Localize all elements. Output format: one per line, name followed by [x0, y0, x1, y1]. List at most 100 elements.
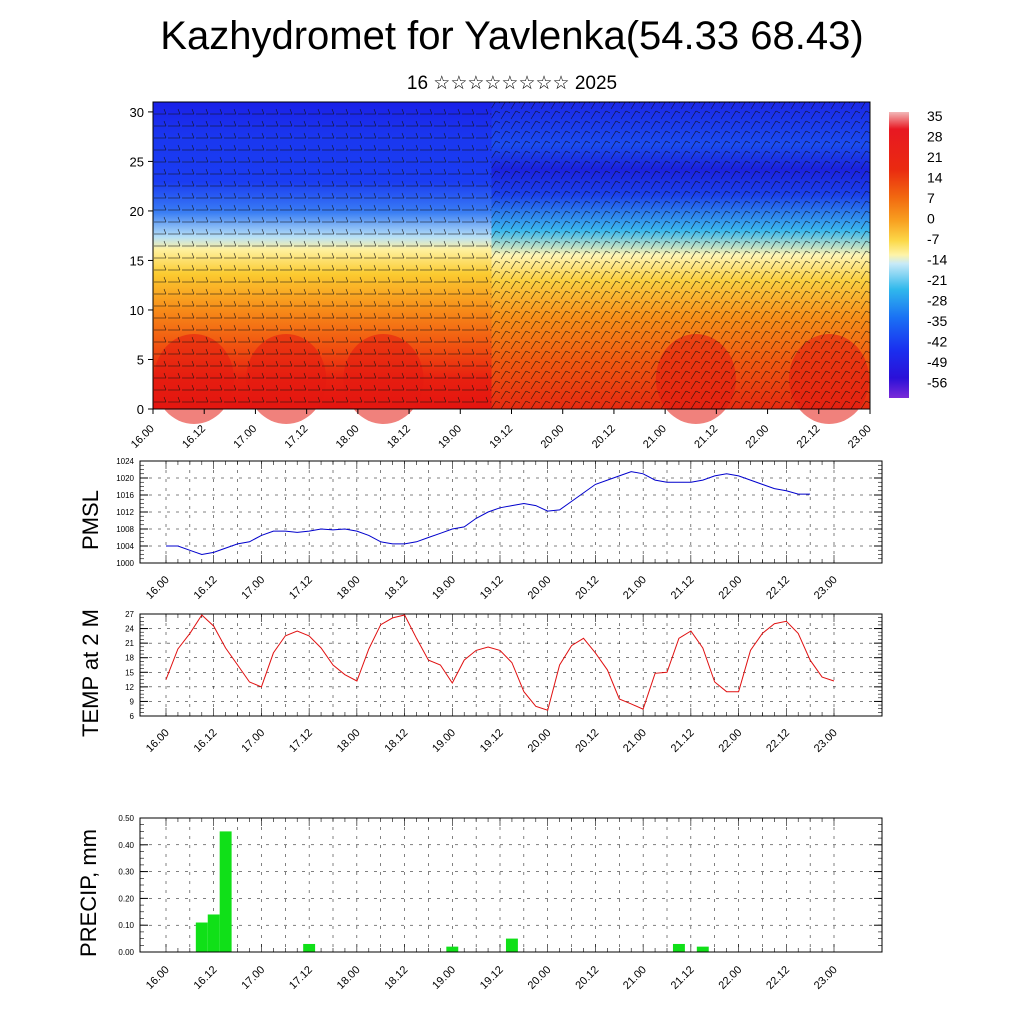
colorbar-label: -28	[927, 293, 947, 309]
temp-chart: 6 9 12 15 18 21 24 27 16.00 16.12 17.00 17.12 18.00 1…	[78, 609, 883, 755]
x-tick-label: 19.12	[478, 727, 506, 755]
y-tick-label: 0	[137, 402, 144, 417]
y-tick-label: 0.00	[118, 948, 134, 957]
x-tick-label: 18.00	[335, 574, 363, 602]
x-tick-label: 22.00	[716, 574, 744, 602]
y-tick-label: 27	[125, 610, 134, 619]
y-tick-label: 20	[130, 204, 144, 219]
wind-barbs-right	[491, 102, 870, 409]
x-tick-label: 18.12	[382, 964, 410, 992]
x-tick-label: 19.12	[478, 964, 506, 992]
x-tick-label: 23.00	[812, 727, 840, 755]
y-axis-label: TEMP at 2 M	[78, 609, 103, 737]
colorbar-label: 14	[927, 170, 943, 186]
y-tick-label: 0.40	[118, 841, 134, 850]
x-tick-label: 22.00	[743, 423, 771, 451]
x-tick-label: 21.12	[669, 727, 697, 755]
x-tick-label: 22.12	[764, 964, 792, 992]
x-tick-label: 17.12	[283, 423, 311, 451]
precip-bar	[195, 922, 208, 952]
x-tick-label: 21.12	[669, 964, 697, 992]
x-tick-label: 20.12	[590, 423, 618, 451]
precip-bar	[672, 943, 685, 952]
y-tick-label: 1012	[116, 508, 134, 517]
colorbar-label: 28	[927, 129, 943, 145]
x-tick-label: 17.12	[287, 964, 315, 992]
x-tick-label: 20.00	[526, 574, 554, 602]
temperature-cross-section: 0 5 10 15 20 25 30 16.00 16.12 17.00 17.12 18.00 18.…	[129, 101, 874, 451]
colorbar-label: -14	[927, 252, 947, 268]
y-tick-label: 12	[125, 683, 134, 692]
panel-frame	[139, 460, 883, 564]
precip-bar	[219, 831, 232, 952]
x-tick-label: 20.00	[526, 727, 554, 755]
x-tick-label: 18.00	[334, 423, 362, 451]
x-tick-label: 17.12	[287, 727, 315, 755]
x-tick-label: 16.12	[192, 727, 220, 755]
x-tick-label: 17.12	[287, 574, 315, 602]
x-tick-label: 17.00	[239, 574, 267, 602]
y-tick-label: 1016	[116, 491, 134, 500]
x-tick-label: 22.00	[716, 964, 744, 992]
colorbar-label: -7	[927, 231, 940, 247]
precip-bar	[446, 946, 459, 952]
x-tick-label: 16.12	[180, 423, 208, 451]
colorbar-label: 0	[927, 211, 935, 227]
colorbar-label: -49	[927, 354, 947, 370]
y-tick-label: 10	[130, 303, 144, 318]
y-tick-label: 1000	[116, 559, 134, 568]
y-tick-label: 1004	[116, 542, 134, 551]
x-tick-label: 19.00	[430, 964, 458, 992]
colorbar-label: 7	[927, 190, 935, 206]
x-tick-label: 20.00	[526, 964, 554, 992]
y-tick-label: 1024	[116, 457, 134, 466]
wind-barbs-left	[153, 102, 492, 409]
x-tick-label: 23.00	[812, 964, 840, 992]
y-tick-label: 0.20	[118, 894, 134, 903]
pmsl-chart: 1000 1004 1008 1012 1016 1020 1024 16.00 16.12 17…	[78, 457, 883, 602]
x-tick-label: 16.00	[144, 574, 172, 602]
y-tick-label: 9	[130, 697, 135, 706]
y-tick-label: 15	[125, 668, 134, 677]
x-tick-label: 23.00	[846, 423, 874, 451]
x-tick-label: 20.12	[573, 727, 601, 755]
x-tick-label: 22.12	[764, 727, 792, 755]
colorbar-scale	[889, 112, 909, 398]
x-tick-label: 21.00	[621, 964, 649, 992]
x-tick-label: 16.00	[129, 423, 157, 451]
y-tick-label: 18	[125, 654, 134, 663]
y-tick-label: 0.30	[118, 868, 134, 877]
colorbar-label: -42	[927, 334, 947, 350]
x-tick-label: 18.12	[382, 727, 410, 755]
y-tick-label: 1020	[116, 474, 134, 483]
y-tick-label: 6	[130, 712, 135, 721]
x-tick-label: 16.00	[144, 964, 172, 992]
x-tick-label: 21.12	[669, 574, 697, 602]
x-tick-label: 21.00	[621, 727, 649, 755]
x-tick-label: 18.00	[335, 727, 363, 755]
x-tick-label: 19.00	[430, 727, 458, 755]
x-tick-label: 17.00	[239, 727, 267, 755]
x-tick-label: 19.00	[430, 574, 458, 602]
precip-chart: 0.00 0.10 0.20 0.30 0.40 0.50 16.00 16.12 17.00 1…	[76, 814, 883, 992]
page-subtitle: 16 ☆☆☆☆☆☆☆☆ 2025	[406, 73, 618, 94]
colorbar-label: -56	[927, 375, 947, 391]
x-tick-label: 22.00	[716, 727, 744, 755]
x-tick-label: 16.12	[192, 964, 220, 992]
series-line	[166, 471, 811, 556]
precip-bar	[696, 946, 709, 952]
x-tick-label: 20.12	[573, 964, 601, 992]
colorbar-label: -35	[927, 313, 947, 329]
x-tick-label: 22.12	[795, 423, 823, 451]
x-tick-label: 18.12	[382, 574, 410, 602]
y-tick-label: 1008	[116, 525, 134, 534]
series-line	[165, 614, 835, 711]
panel-frame	[139, 613, 883, 717]
y-tick-label: 0.10	[118, 921, 134, 930]
x-tick-label: 16.00	[144, 727, 172, 755]
x-tick-label: 22.12	[764, 574, 792, 602]
x-tick-label: 16.12	[192, 574, 220, 602]
y-tick-label: 24	[125, 625, 134, 634]
precip-bar	[207, 914, 220, 952]
